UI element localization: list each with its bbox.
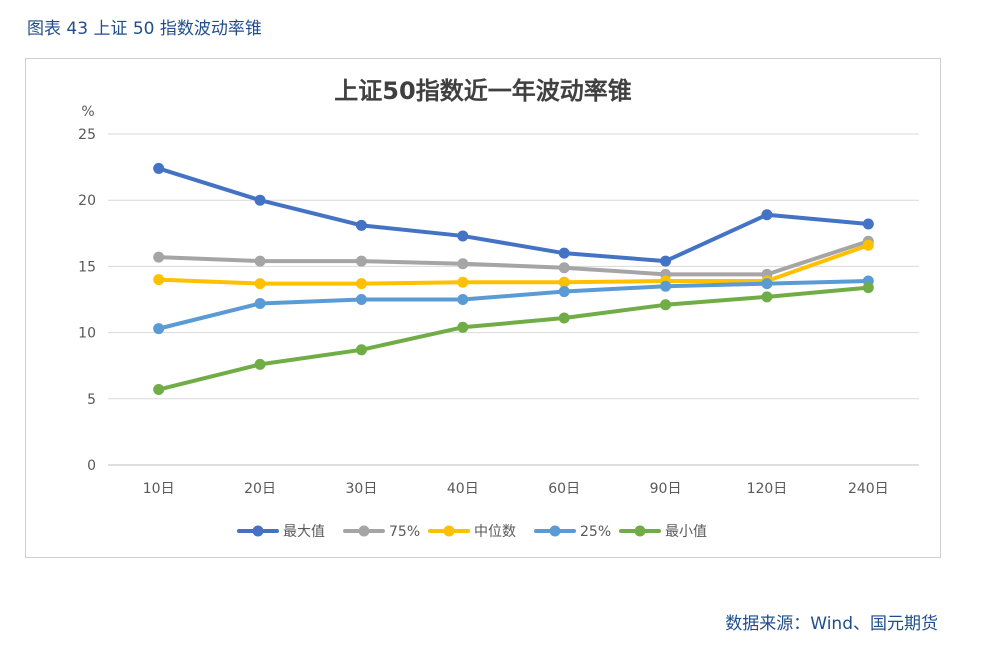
data-point bbox=[254, 278, 266, 290]
x-tick-label: 40日 bbox=[447, 481, 479, 497]
data-point bbox=[558, 286, 570, 298]
x-axis-ticks: 10日 20日 30日 40日 60日 90日 120日 240日 bbox=[143, 481, 889, 497]
series-lines bbox=[153, 162, 874, 396]
data-point bbox=[558, 276, 570, 288]
data-point bbox=[862, 282, 874, 294]
data-point bbox=[761, 209, 773, 221]
data-point bbox=[761, 291, 773, 303]
data-point bbox=[862, 218, 874, 230]
series-line bbox=[156, 285, 871, 392]
x-tick-label: 120日 bbox=[747, 481, 788, 497]
data-point bbox=[355, 344, 367, 356]
data-point bbox=[457, 276, 469, 288]
y-axis-unit-label: % bbox=[81, 104, 94, 120]
y-tick-label: 5 bbox=[87, 392, 96, 408]
y-tick-label: 10 bbox=[78, 326, 96, 342]
data-point bbox=[254, 358, 266, 370]
data-point bbox=[457, 258, 469, 270]
series-4 bbox=[153, 282, 874, 396]
legend-item: 中位数 bbox=[428, 524, 516, 540]
legend-swatch-marker bbox=[443, 525, 455, 537]
legend-swatch-marker bbox=[252, 525, 264, 537]
data-point bbox=[660, 280, 672, 292]
legend-label: 75% bbox=[389, 524, 420, 540]
data-point bbox=[862, 239, 874, 251]
data-point bbox=[457, 294, 469, 305]
legend-item: 75% bbox=[343, 524, 420, 540]
data-point bbox=[558, 262, 570, 274]
legend-item: 最大值 bbox=[237, 524, 325, 540]
data-point bbox=[355, 255, 367, 267]
x-tick-label: 240日 bbox=[848, 481, 889, 497]
data-point bbox=[761, 278, 773, 290]
data-point bbox=[153, 162, 165, 174]
legend-label: 最大值 bbox=[283, 524, 325, 540]
x-tick-label: 10日 bbox=[143, 481, 175, 497]
legend-swatch-marker bbox=[358, 525, 370, 537]
y-tick-label: 20 bbox=[78, 193, 96, 209]
gridlines bbox=[108, 133, 919, 466]
data-point bbox=[558, 247, 570, 259]
legend-label: 25% bbox=[580, 524, 611, 540]
data-point bbox=[558, 312, 570, 324]
data-point bbox=[457, 230, 469, 242]
data-point bbox=[153, 251, 165, 263]
legend-item: 25% bbox=[534, 524, 611, 540]
y-tick-label: 15 bbox=[78, 259, 96, 275]
legend: 最大值 75% 中位数 25% 最小值 bbox=[237, 524, 707, 540]
figure-caption: 图表 43 上证 50 指数波动率锥 bbox=[27, 19, 262, 39]
data-point bbox=[457, 321, 469, 333]
series-3 bbox=[153, 275, 874, 335]
volatility-cone-chart: 上证50指数近一年波动率锥 % 0 5 10 15 20 25 10日 20日 30日 40日 6… bbox=[78, 77, 919, 540]
data-point bbox=[254, 255, 266, 267]
series-0 bbox=[153, 162, 874, 267]
y-tick-label: 25 bbox=[78, 127, 96, 143]
data-point bbox=[355, 294, 367, 305]
data-point bbox=[153, 274, 165, 286]
source-note: 数据来源：Wind、国元期货 bbox=[725, 614, 938, 634]
y-tick-label: 0 bbox=[87, 458, 96, 474]
legend-swatch-marker bbox=[549, 525, 561, 537]
series-2 bbox=[153, 239, 874, 290]
data-point bbox=[660, 255, 672, 267]
data-point bbox=[153, 323, 165, 335]
legend-label: 中位数 bbox=[474, 524, 516, 540]
series-1 bbox=[153, 235, 874, 280]
legend-swatch-marker bbox=[634, 525, 646, 537]
series-line bbox=[156, 239, 871, 277]
x-tick-label: 20日 bbox=[244, 481, 276, 497]
series-line bbox=[156, 243, 871, 286]
data-point bbox=[254, 194, 266, 206]
data-point bbox=[660, 299, 672, 311]
legend-item: 最小值 bbox=[619, 524, 707, 540]
chart-title: 上证50指数近一年波动率锥 bbox=[334, 77, 631, 105]
y-axis-ticks: 0 5 10 15 20 25 bbox=[78, 127, 96, 474]
data-point bbox=[355, 219, 367, 231]
data-point bbox=[153, 384, 165, 396]
series-line bbox=[156, 278, 871, 331]
data-point bbox=[355, 278, 367, 290]
chart-frame: 上证50指数近一年波动率锥 % 0 5 10 15 20 25 10日 20日 30日 40日 6… bbox=[25, 58, 941, 558]
series-line bbox=[156, 166, 871, 264]
x-tick-label: 30日 bbox=[346, 481, 378, 497]
x-tick-label: 90日 bbox=[650, 481, 682, 497]
legend-label: 最小值 bbox=[665, 524, 707, 540]
x-tick-label: 60日 bbox=[548, 481, 580, 497]
data-point bbox=[254, 297, 266, 309]
